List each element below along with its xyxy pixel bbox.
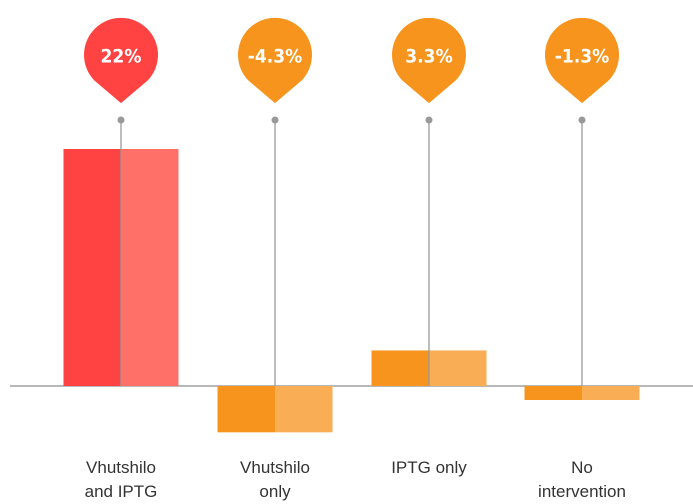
x-tick-label: Vhutshilo and IPTG — [84, 458, 158, 501]
pin-marker — [238, 17, 313, 104]
x-tick-label: IPTG only — [391, 458, 467, 477]
bar-right — [429, 350, 487, 386]
bar-right — [275, 386, 333, 433]
bar-left — [217, 386, 275, 433]
pin-marker — [84, 17, 158, 104]
pin-marker — [545, 17, 619, 104]
x-tick-label: Vhutshilo only — [240, 458, 310, 501]
pin-dot — [117, 116, 125, 124]
bar-right — [121, 149, 179, 386]
value-label: -1.3% — [555, 46, 610, 68]
value-label: 3.3% — [405, 46, 452, 68]
bar-left — [524, 386, 582, 401]
value-label: 22% — [101, 46, 142, 68]
pin-dot — [578, 116, 586, 124]
pin-dot — [271, 116, 279, 124]
bar-right — [582, 386, 640, 401]
x-tick-label: No intervention — [538, 458, 626, 501]
bar-left — [63, 149, 121, 386]
pin-dot — [425, 116, 433, 124]
value-label: -4.3% — [248, 46, 303, 68]
pin-marker — [392, 17, 466, 104]
bar-left — [371, 350, 429, 386]
